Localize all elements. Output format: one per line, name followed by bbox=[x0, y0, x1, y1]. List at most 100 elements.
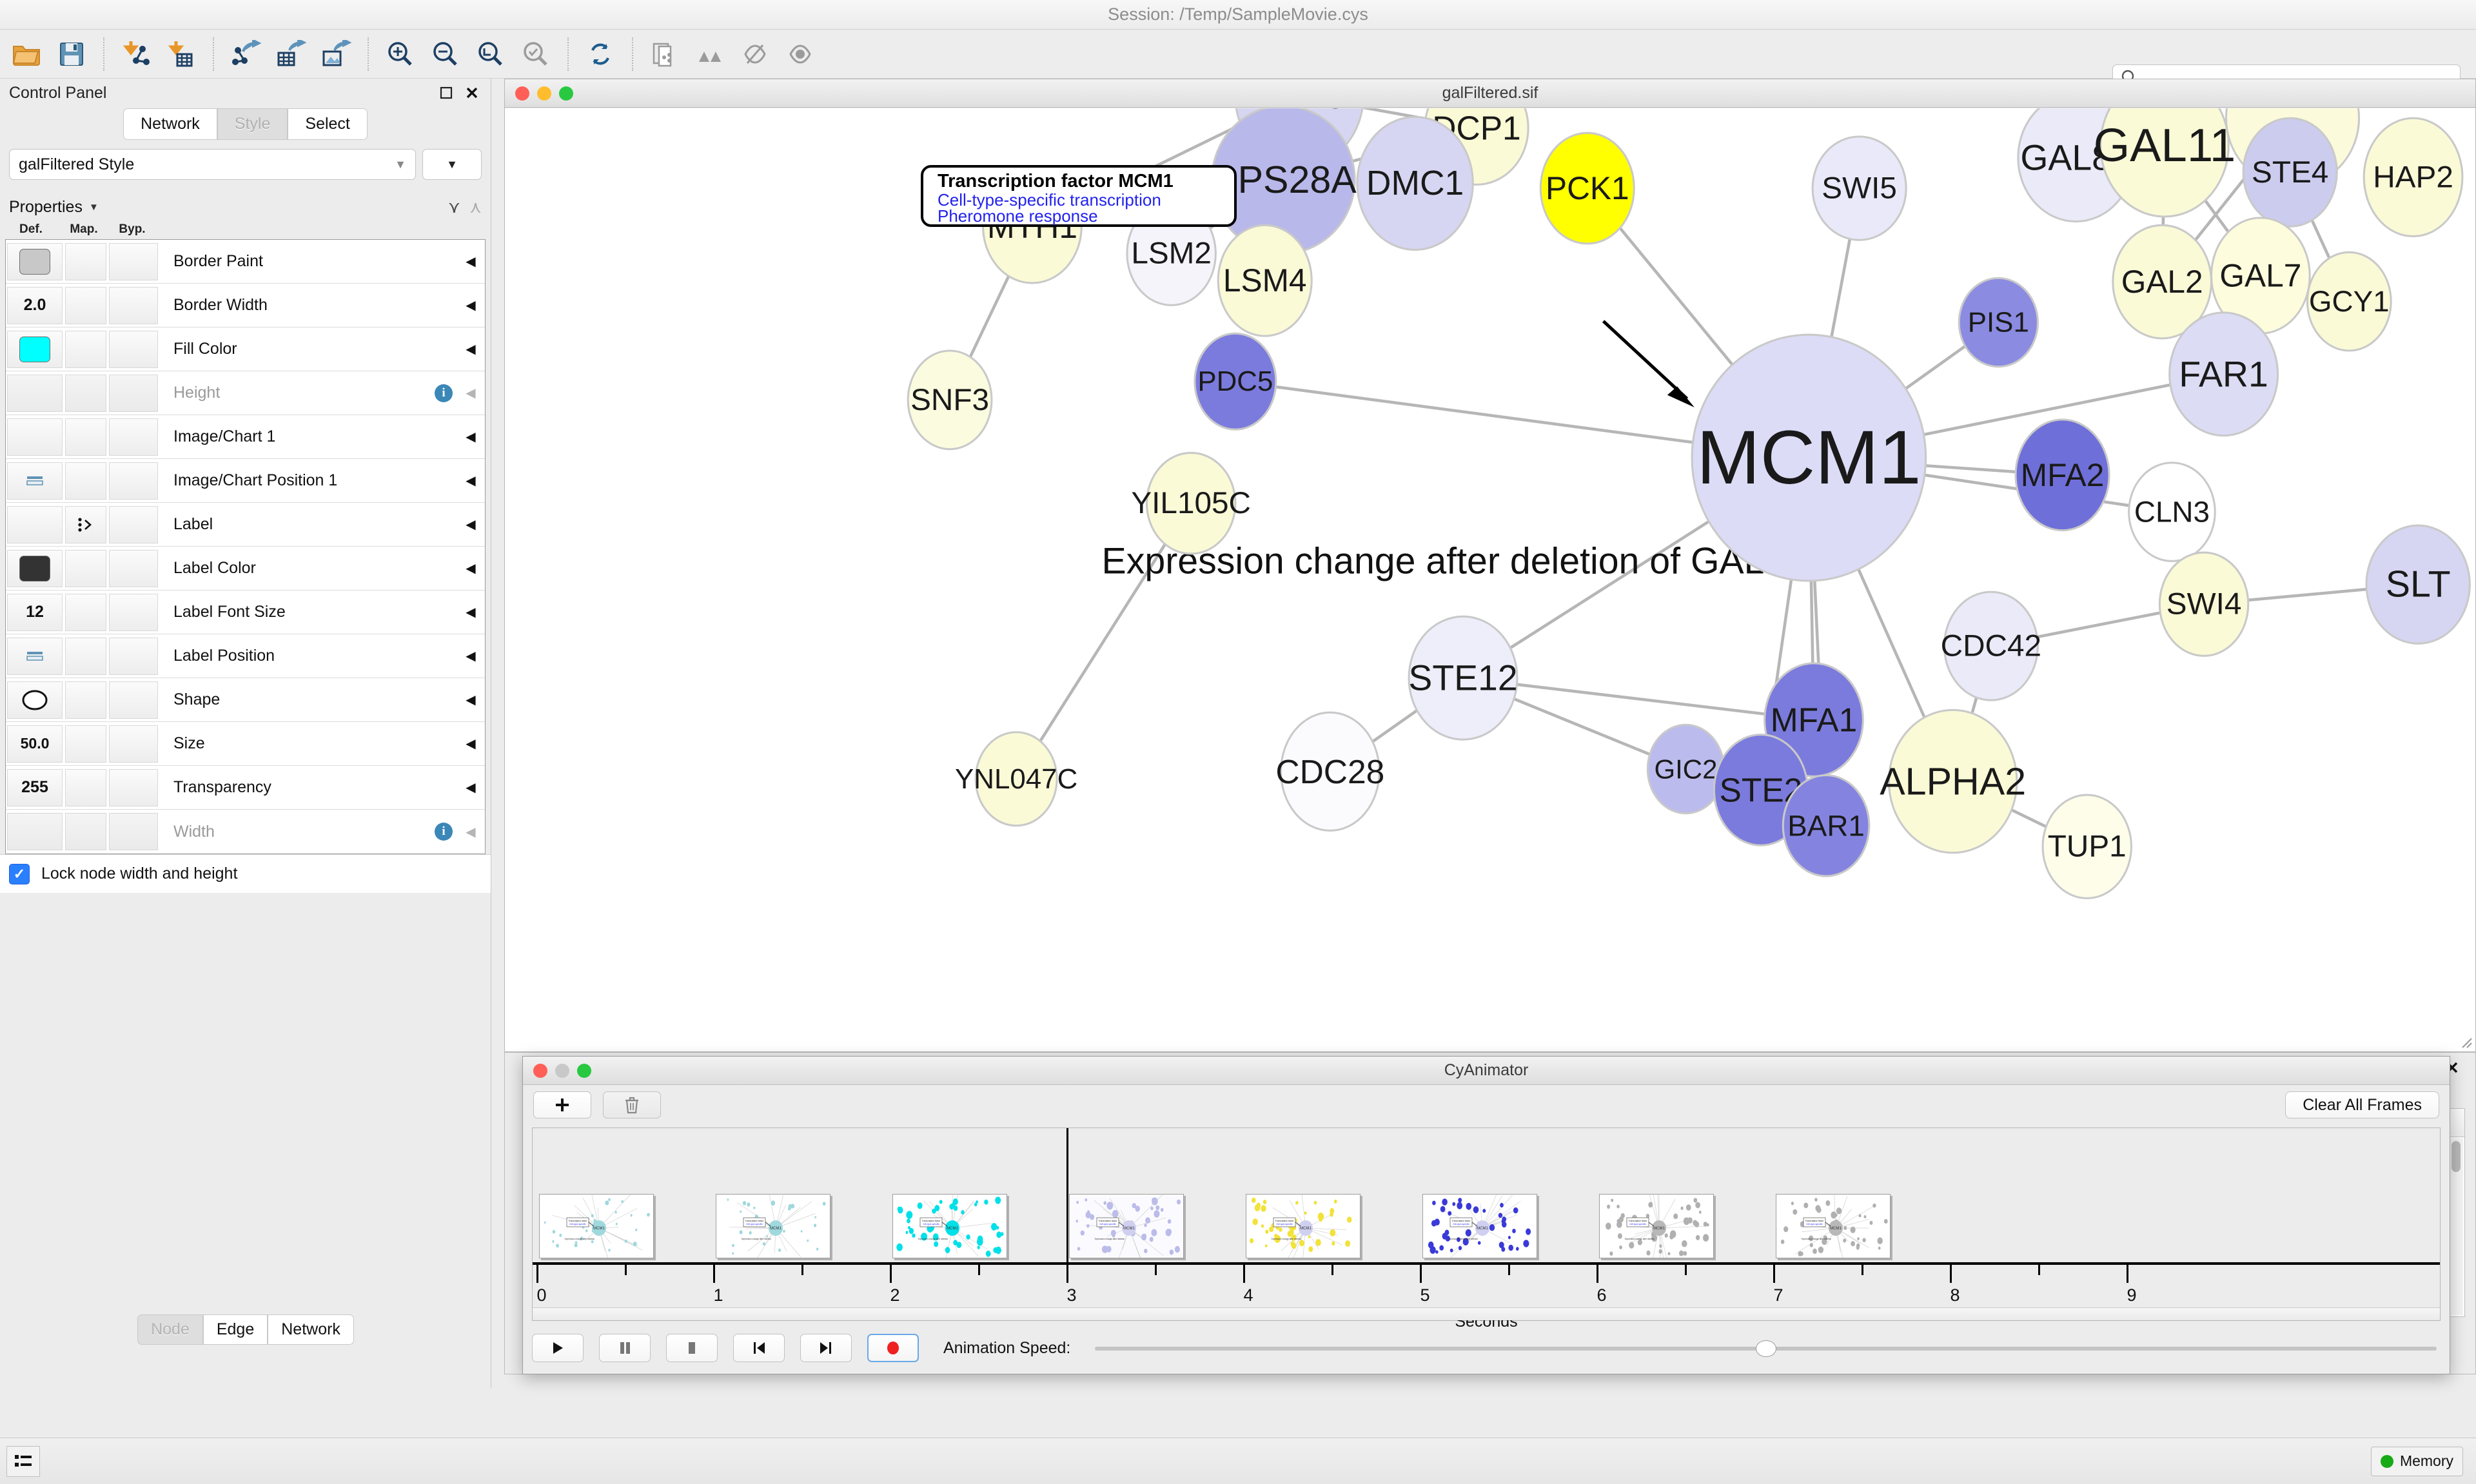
lock-node-size-checkbox[interactable]: ✓ bbox=[9, 863, 30, 884]
property-mapping-cell[interactable] bbox=[65, 418, 106, 456]
open-folder-icon[interactable] bbox=[4, 34, 49, 74]
network-node-mcm1[interactable]: MCM1 bbox=[1691, 333, 1927, 582]
property-bypass-cell[interactable] bbox=[109, 768, 158, 806]
frame-thumbnails[interactable]: MCM1 Transcription factor Cell-type-specif… bbox=[533, 1128, 2440, 1264]
timeline-frame-thumbnail[interactable]: MCM1 Transcription factor Cell-type-specif… bbox=[1776, 1194, 1891, 1258]
network-node-hap2[interactable]: HAP2 bbox=[2363, 117, 2464, 238]
table-scrollbar[interactable] bbox=[2449, 1138, 2463, 1315]
zoom-selected-icon[interactable] bbox=[513, 34, 558, 74]
property-bypass-cell[interactable] bbox=[109, 725, 158, 763]
property-default-cell[interactable] bbox=[7, 418, 63, 456]
property-mapping-cell[interactable] bbox=[65, 593, 106, 631]
tab-node[interactable]: Node bbox=[137, 1314, 203, 1345]
property-row-width[interactable]: Width i ◀ bbox=[6, 810, 485, 854]
tab-select[interactable]: Select bbox=[288, 108, 368, 140]
clear-all-frames-button[interactable]: Clear All Frames bbox=[2285, 1091, 2439, 1118]
table-scrollbar-thumb[interactable] bbox=[2451, 1141, 2461, 1172]
timeline-frame-thumbnail[interactable]: MCM1 Transcription factor Cell-type-specif… bbox=[1422, 1194, 1537, 1258]
network-node-pdc5[interactable]: PDC5 bbox=[1194, 332, 1277, 431]
property-bypass-cell[interactable] bbox=[109, 681, 158, 719]
expand-property-icon[interactable]: ◀ bbox=[466, 430, 476, 444]
expand-property-icon[interactable]: ◀ bbox=[466, 386, 476, 400]
property-mapping-cell[interactable] bbox=[65, 725, 106, 763]
expand-all-icon[interactable]: ⋏ bbox=[469, 197, 482, 217]
maximize-icon[interactable] bbox=[437, 83, 456, 103]
network-node-mfa2[interactable]: MFA2 bbox=[2014, 418, 2110, 532]
property-mapping-cell[interactable] bbox=[65, 462, 106, 500]
property-row-size[interactable]: 50.0 Size ◀ bbox=[6, 722, 485, 766]
collapse-all-icon[interactable]: ⋎ bbox=[447, 197, 460, 217]
minimize-window-icon[interactable] bbox=[537, 86, 551, 101]
network-node-tup1[interactable]: TUP1 bbox=[2041, 794, 2132, 899]
property-bypass-cell[interactable] bbox=[109, 505, 158, 543]
info-icon[interactable]: i bbox=[435, 384, 453, 402]
expand-property-icon[interactable]: ◀ bbox=[466, 649, 476, 663]
network-node-ynl047c[interactable]: YNL047C bbox=[955, 731, 1077, 827]
delete-frame-button[interactable] bbox=[603, 1091, 661, 1118]
property-bypass-cell[interactable] bbox=[109, 418, 158, 456]
animation-timeline[interactable]: MCM1 Transcription factor Cell-type-specif… bbox=[532, 1128, 2441, 1331]
first-frame-button[interactable] bbox=[733, 1334, 785, 1362]
network-node-lsm4[interactable]: LSM4 bbox=[1217, 224, 1313, 337]
property-row-transparency[interactable]: 255 Transparency ◀ bbox=[6, 766, 485, 810]
annotation-callout[interactable]: Transcription factor MCM1 Cell-type-spec… bbox=[921, 165, 1237, 227]
slider-knob[interactable] bbox=[1755, 1340, 1776, 1357]
expand-property-icon[interactable]: ◀ bbox=[466, 298, 476, 313]
property-default-cell[interactable] bbox=[7, 637, 63, 675]
property-row-label-color[interactable]: Label Color ◀ bbox=[6, 547, 485, 591]
property-mapping-cell[interactable] bbox=[65, 330, 106, 368]
property-row-shape[interactable]: Shape ◀ bbox=[6, 678, 485, 722]
network-node-mfa1[interactable]: MFA1 bbox=[1764, 662, 1864, 777]
import-table-icon[interactable] bbox=[159, 34, 204, 74]
property-bypass-cell[interactable] bbox=[109, 286, 158, 324]
property-bypass-cell[interactable] bbox=[109, 330, 158, 368]
property-row-image-chart-position-1[interactable]: Image/Chart Position 1 ◀ bbox=[6, 459, 485, 503]
network-node-ste12[interactable]: STE12 bbox=[1408, 615, 1518, 741]
expand-property-icon[interactable]: ◀ bbox=[466, 737, 476, 751]
network-node-gic2[interactable]: GIC2 bbox=[1646, 723, 1725, 815]
property-default-cell[interactable] bbox=[7, 374, 63, 412]
import-network-icon[interactable] bbox=[113, 34, 159, 74]
network-node-ste4[interactable]: STE4 bbox=[2242, 117, 2338, 228]
tab-network-style[interactable]: Network bbox=[268, 1314, 354, 1345]
property-row-label-position[interactable]: Label Position ◀ bbox=[6, 634, 485, 678]
add-frame-button[interactable] bbox=[533, 1091, 591, 1118]
property-default-cell[interactable]: 2.0 bbox=[7, 286, 63, 324]
property-default-cell[interactable] bbox=[7, 505, 63, 543]
property-bypass-cell[interactable] bbox=[109, 813, 158, 850]
property-row-label[interactable]: Label ◀ bbox=[6, 503, 485, 547]
property-bypass-cell[interactable] bbox=[109, 549, 158, 587]
color-swatch[interactable] bbox=[19, 555, 50, 581]
expand-property-icon[interactable]: ◀ bbox=[466, 518, 476, 532]
animation-speed-slider[interactable] bbox=[1095, 1334, 2437, 1362]
tab-network[interactable]: Network bbox=[123, 108, 217, 140]
tasks-icon[interactable] bbox=[6, 1445, 40, 1477]
timeline-frame-thumbnail[interactable]: MCM1 Transcription factor Cell-type-specif… bbox=[716, 1194, 830, 1258]
property-row-border-paint[interactable]: Border Paint ◀ bbox=[6, 240, 485, 284]
network-edge[interactable] bbox=[1462, 676, 1814, 721]
property-row-image-chart-1[interactable]: Image/Chart 1 ◀ bbox=[6, 415, 485, 459]
property-mapping-cell[interactable] bbox=[65, 549, 106, 587]
property-row-border-width[interactable]: 2.0 Border Width ◀ bbox=[6, 284, 485, 327]
property-default-cell[interactable] bbox=[7, 462, 63, 500]
network-node-gcy1[interactable]: GCY1 bbox=[2306, 251, 2392, 352]
zoom-out-icon[interactable] bbox=[423, 34, 468, 74]
property-default-cell[interactable] bbox=[7, 813, 63, 850]
property-default-cell[interactable] bbox=[7, 681, 63, 719]
refresh-icon[interactable] bbox=[578, 34, 623, 74]
network-edge[interactable] bbox=[1015, 502, 1193, 780]
property-default-cell[interactable] bbox=[7, 242, 63, 280]
style-select[interactable]: galFiltered Style ▼ bbox=[9, 149, 416, 180]
property-default-cell[interactable] bbox=[7, 330, 63, 368]
timeline-frame-thumbnail[interactable]: MCM1 Transcription factor Cell-type-specif… bbox=[539, 1194, 654, 1258]
property-bypass-cell[interactable] bbox=[109, 242, 158, 280]
property-default-cell[interactable]: 50.0 bbox=[7, 725, 63, 763]
network-node-gal11[interactable]: GAL11 bbox=[2094, 108, 2235, 218]
maximize-window-icon[interactable] bbox=[577, 1063, 591, 1078]
stop-button[interactable] bbox=[666, 1334, 718, 1362]
property-bypass-cell[interactable] bbox=[109, 593, 158, 631]
network-node-cdc28[interactable]: CDC28 bbox=[1275, 711, 1384, 832]
save-icon[interactable] bbox=[49, 34, 94, 74]
network-node-swi5[interactable]: SWI5 bbox=[1811, 135, 1907, 241]
network-node-lsm2[interactable]: LSM2 bbox=[1126, 200, 1217, 306]
